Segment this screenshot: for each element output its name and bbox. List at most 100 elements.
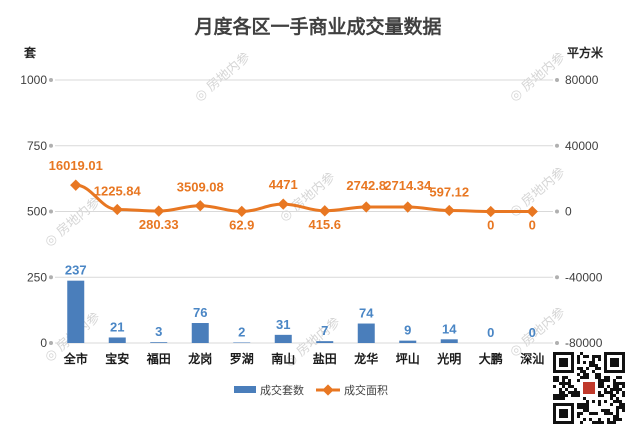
line-marker: [443, 204, 455, 217]
right-axis-unit: 平方米: [567, 45, 604, 60]
qr-module: [559, 397, 562, 400]
line-marker: [485, 205, 497, 218]
qr-module: [583, 373, 586, 376]
qr-module: [598, 358, 601, 361]
qr-module: [598, 403, 601, 406]
qr-module: [580, 421, 583, 424]
qr-module: [604, 412, 607, 415]
left-tick-marker: [49, 275, 53, 280]
qr-module: [562, 379, 565, 382]
qr-module: [568, 385, 571, 388]
left-tick-label: 750: [27, 139, 47, 153]
right-tick-marker: [555, 143, 559, 148]
qr-module: [616, 397, 619, 400]
qr-module: [601, 379, 604, 382]
qr-module: [583, 409, 586, 412]
qr-module: [598, 376, 601, 379]
chart-title: 月度各区一手商业成交量数据: [193, 15, 441, 38]
qr-module: [604, 379, 607, 382]
qr-module: [601, 409, 604, 412]
bar-value-label: 14: [442, 321, 457, 336]
qr-module: [586, 355, 589, 358]
bar-value-label: 0: [487, 325, 494, 340]
category-label: 大鹏: [479, 351, 503, 366]
qr-module: [595, 412, 598, 415]
qr-module: [595, 355, 598, 358]
category-label: 深汕: [520, 351, 544, 366]
line-value-label: 2742.8: [346, 178, 386, 193]
qr-module: [577, 394, 580, 397]
qr-module: [580, 370, 583, 373]
qr-module: [607, 421, 610, 424]
qr-module: [583, 406, 586, 409]
qr-finder-core: [559, 358, 568, 367]
qr-module: [571, 394, 574, 397]
qr-module: [592, 370, 595, 373]
category-label: 全市: [63, 351, 88, 366]
bar-series: 237 21 3 76 2 31 7 74 9 14 0 0: [65, 263, 536, 343]
qr-module: [619, 418, 622, 421]
qr-module: [556, 397, 559, 400]
bar: [440, 339, 458, 343]
qr-module: [616, 418, 619, 421]
qr-module: [604, 376, 607, 379]
line-marker: [194, 200, 206, 212]
qr-module: [610, 394, 613, 397]
qr-module: [619, 403, 622, 406]
qr-module: [565, 388, 568, 391]
left-tick-label: 1000: [20, 73, 47, 87]
qr-module: [583, 397, 586, 400]
bar-value-label: 237: [65, 263, 87, 278]
line-value-label: 16019.01: [49, 158, 103, 173]
qr-module: [595, 421, 598, 424]
bar-value-label: 9: [404, 323, 411, 338]
qr-module: [580, 406, 583, 409]
qr-module: [607, 412, 610, 415]
qr-module: [598, 394, 601, 397]
qr-module: [616, 391, 619, 394]
line-marker: [360, 201, 372, 213]
qr-module: [586, 367, 589, 370]
qr-module: [598, 379, 601, 382]
qr-module: [595, 364, 598, 367]
line-marker: [277, 198, 289, 210]
line-value-label: 0: [529, 218, 536, 233]
qr-module: [604, 409, 607, 412]
qr-module: [610, 391, 613, 394]
qr-module: [616, 406, 619, 409]
qr-module: [556, 376, 559, 379]
qr-module: [601, 421, 604, 424]
bar-value-label: 76: [193, 305, 207, 320]
right-tick-label: 0: [565, 205, 572, 219]
qr-module: [607, 409, 610, 412]
qr-module: [580, 376, 583, 379]
qr-module: [613, 394, 616, 397]
qr-module: [562, 376, 565, 379]
qr-module: [553, 379, 556, 382]
bar: [191, 323, 209, 343]
right-tick-marker: [555, 78, 559, 82]
qr-module: [565, 382, 568, 385]
qr-module: [580, 403, 583, 406]
qr-module: [571, 391, 574, 394]
qr-module: [607, 418, 610, 421]
qr-module: [622, 403, 625, 406]
bar: [150, 342, 168, 343]
category-label: 坪山: [396, 351, 420, 366]
line-value-label: 4471: [269, 177, 298, 192]
qr-module: [604, 388, 607, 391]
qr-module: [622, 382, 625, 385]
qr-module: [589, 418, 592, 421]
qr-module: [565, 394, 568, 397]
qr-module: [598, 385, 601, 388]
qr-module: [577, 358, 580, 361]
qr-module: [586, 406, 589, 409]
left-tick-marker: [49, 78, 53, 82]
qr-module: [577, 379, 580, 382]
line-marker: [402, 201, 414, 213]
line-series: 16019.01 1225.84 280.33 3509.08 62.9 4471 415.…: [49, 158, 538, 233]
qr-module: [610, 403, 613, 406]
line-value-label: 2714.34: [384, 178, 432, 193]
qr-module: [607, 376, 610, 379]
qr-module: [622, 406, 625, 409]
